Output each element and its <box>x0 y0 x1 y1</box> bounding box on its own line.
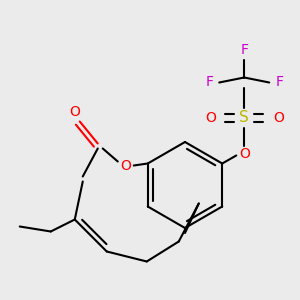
Text: S: S <box>239 110 249 125</box>
Text: O: O <box>239 146 250 161</box>
Text: F: F <box>275 76 283 89</box>
Text: O: O <box>120 158 131 172</box>
Text: O: O <box>205 110 216 124</box>
Text: F: F <box>205 76 213 89</box>
Text: O: O <box>69 104 80 118</box>
Text: O: O <box>273 110 284 124</box>
Text: F: F <box>240 43 248 56</box>
